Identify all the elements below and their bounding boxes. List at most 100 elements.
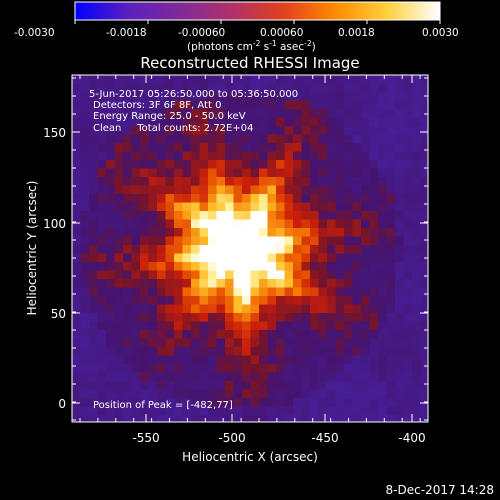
image-pixel: [403, 304, 413, 314]
image-pixel: [182, 406, 192, 416]
image-pixel: [344, 143, 353, 152]
image-pixel: [89, 143, 98, 152]
image-pixel: [276, 262, 285, 271]
image-pixel: [267, 211, 277, 220]
image-pixel: [412, 398, 421, 407]
image-pixel: [157, 398, 166, 407]
image-pixel: [191, 117, 200, 127]
image-pixel: [259, 355, 268, 365]
colorbar-tick-label: -0.00060: [178, 27, 225, 39]
image-pixel: [131, 364, 141, 373]
image-pixel: [284, 364, 294, 373]
image-pixel: [386, 372, 396, 382]
image-pixel: [327, 372, 336, 382]
image-pixel: [182, 330, 192, 339]
image-pixel: [216, 151, 226, 161]
image-pixel: [165, 100, 175, 110]
image-pixel: [157, 245, 166, 254]
image-pixel: [233, 355, 243, 365]
image-pixel: [318, 347, 328, 356]
image-pixel: [369, 194, 379, 203]
image-pixel: [284, 143, 294, 152]
image-pixel: [114, 355, 124, 365]
image-pixel: [284, 347, 294, 356]
image-pixel: [97, 262, 107, 271]
image-pixel: [293, 296, 302, 305]
image-pixel: [420, 389, 428, 399]
image-pixel: [157, 117, 166, 127]
image-pixel: [216, 389, 226, 399]
image-pixel: [131, 355, 141, 365]
image-pixel: [89, 270, 98, 280]
image-pixel: [403, 143, 413, 152]
image-pixel: [412, 389, 421, 399]
image-pixel: [369, 245, 379, 254]
image-pixel: [378, 151, 387, 161]
image-pixel: [123, 228, 132, 237]
image-pixel: [225, 296, 234, 305]
image-pixel: [310, 389, 319, 399]
image-pixel: [242, 143, 251, 152]
image-pixel: [361, 194, 370, 203]
image-pixel: [386, 194, 396, 203]
image-pixel: [174, 100, 183, 110]
image-pixel: [361, 211, 370, 220]
image-pixel: [165, 389, 175, 399]
image-pixel: [182, 253, 192, 263]
image-pixel: [344, 389, 353, 399]
image-pixel: [199, 355, 209, 365]
image-pixel: [378, 313, 387, 322]
image-pixel: [361, 415, 370, 422]
image-pixel: [148, 364, 158, 373]
image-pixel: [327, 347, 336, 356]
image-pixel: [395, 202, 404, 212]
image-pixel: [327, 398, 336, 407]
image-pixel: [140, 304, 149, 314]
image-pixel: [89, 151, 98, 161]
image-pixel: [310, 83, 319, 93]
image-pixel: [267, 347, 277, 356]
image-pixel: [72, 321, 81, 331]
image-pixel: [335, 304, 345, 314]
image-pixel: [267, 321, 277, 331]
image-pixel: [182, 321, 192, 331]
image-pixel: [301, 372, 311, 382]
image-pixel: [412, 168, 421, 178]
image-pixel: [352, 287, 362, 297]
image-pixel: [259, 270, 268, 280]
image-pixel: [335, 253, 345, 263]
image-pixel: [199, 389, 209, 399]
image-pixel: [250, 117, 260, 127]
image-pixel: [199, 168, 209, 178]
image-pixel: [199, 415, 209, 422]
image-pixel: [106, 279, 115, 288]
image-pixel: [97, 83, 107, 93]
image-pixel: [123, 253, 132, 263]
image-pixel: [216, 168, 226, 178]
image-pixel: [412, 185, 421, 195]
image-pixel: [148, 219, 158, 229]
image-pixel: [80, 75, 90, 84]
image-pixel: [293, 287, 302, 297]
image-pixel: [199, 347, 209, 356]
image-pixel: [420, 406, 428, 416]
image-pixel: [233, 228, 243, 237]
image-pixel: [395, 83, 404, 93]
image-pixel: [148, 92, 158, 101]
image-pixel: [80, 126, 90, 135]
image-pixel: [335, 236, 345, 246]
image-pixel: [386, 389, 396, 399]
image-pixel: [140, 168, 149, 178]
image-pixel: [208, 270, 217, 280]
image-pixel: [267, 381, 277, 390]
image-pixel: [259, 177, 268, 186]
image-pixel: [131, 109, 141, 118]
image-pixel: [259, 347, 268, 356]
image-pixel: [72, 185, 81, 195]
image-pixel: [242, 347, 251, 356]
image-pixel: [267, 134, 277, 144]
image-pixel: [344, 168, 353, 178]
image-pixel: [267, 160, 277, 169]
image-pixel: [97, 406, 107, 416]
image-pixel: [310, 228, 319, 237]
